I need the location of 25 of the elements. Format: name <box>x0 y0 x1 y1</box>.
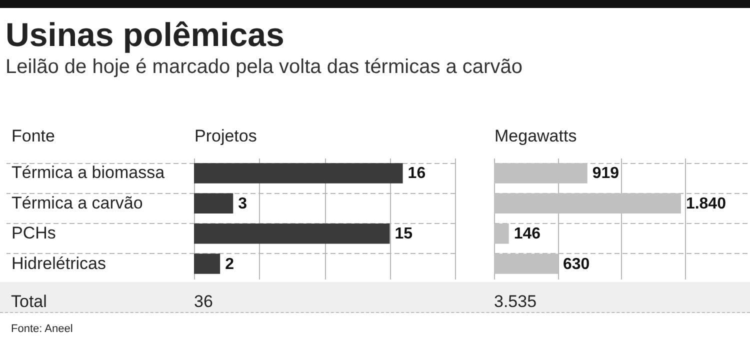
data-label: 919 <box>592 165 620 182</box>
chart-title: Usinas polêmicas <box>6 16 284 53</box>
bar <box>194 254 220 274</box>
text: 36 <box>194 292 213 311</box>
text: 3.535 <box>494 292 537 311</box>
data-label: 1.840 <box>686 195 726 212</box>
text: Total <box>11 292 47 311</box>
data-label: 15 <box>394 226 413 243</box>
y-tick-label: Térmica a biomassa <box>12 163 166 182</box>
y-tick-label: Térmica a carvão <box>12 193 143 212</box>
source-note: Fonte: Aneel <box>11 323 73 335</box>
data-label: 2 <box>225 256 234 273</box>
chart-subtitle: Leilão de hoje é marcado pela volta das térmicas a carvão <box>6 56 522 78</box>
y-axis-title: Fonte <box>12 126 55 146</box>
bar <box>194 193 234 214</box>
data-label: 630 <box>563 256 590 273</box>
data-label: 3 <box>238 195 248 212</box>
bar <box>194 223 390 244</box>
bar <box>194 163 403 184</box>
y-tick-label: Hidrelétricas <box>12 254 106 273</box>
data-label: 146 <box>514 226 541 243</box>
x-axis-title: Megawatts <box>494 126 577 146</box>
data-label: 16 <box>408 165 426 182</box>
x-axis-title: Projetos <box>194 126 257 146</box>
y-tick-label: PCHs <box>12 224 56 243</box>
